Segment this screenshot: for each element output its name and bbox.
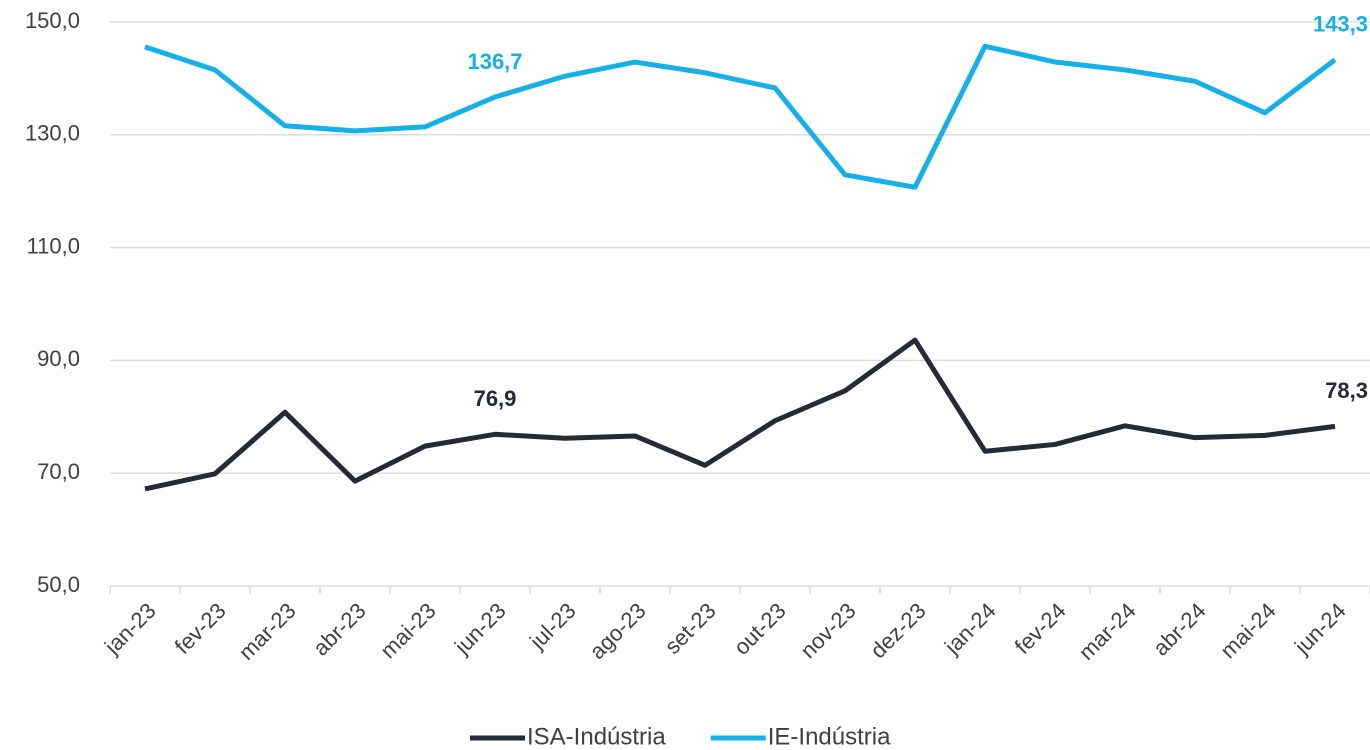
x-tick-label: dez-23	[865, 598, 930, 663]
x-tick-label: jun-24	[1289, 598, 1351, 660]
legend-label: ISA-Indústria	[527, 723, 666, 750]
data-label: 136,7	[467, 49, 522, 74]
x-tick-label: mar-24	[1074, 598, 1141, 665]
x-tick-label: set-23	[660, 598, 721, 659]
y-tick-label: 110,0	[27, 233, 80, 258]
y-tick-label: 50,0	[37, 572, 80, 597]
x-tick-label: mar-23	[234, 598, 301, 665]
y-tick-label: 90,0	[37, 346, 80, 371]
x-tick-label: jun-23	[449, 598, 511, 660]
x-tick-label: out-23	[729, 598, 791, 660]
x-tick-label: fev-23	[170, 598, 231, 659]
x-tick-label: abr-24	[1148, 598, 1211, 661]
x-tick-label: jan-24	[939, 598, 1001, 660]
x-tick-label: jan-23	[99, 598, 161, 660]
series-line	[144, 43, 1337, 190]
data-label: 78,3	[1325, 378, 1368, 403]
x-tick-label: jul-23	[524, 598, 580, 654]
data-label: 143,3	[1313, 12, 1368, 37]
x-tick-label: ago-23	[585, 598, 651, 664]
legend-label: IE-Indústria	[768, 723, 891, 750]
y-tick-label: 130,0	[25, 121, 80, 146]
x-tick-label: mai-23	[375, 598, 440, 663]
y-tick-label: 150,0	[25, 8, 80, 33]
x-tick-label: nov-23	[795, 598, 860, 663]
x-tick-label: mai-24	[1215, 598, 1280, 663]
x-tick-label: abr-23	[308, 598, 371, 661]
x-tick-label: fev-24	[1010, 598, 1071, 659]
data-label: 76,9	[474, 386, 517, 411]
y-tick-label: 70,0	[37, 459, 80, 484]
series-line	[144, 337, 1336, 492]
